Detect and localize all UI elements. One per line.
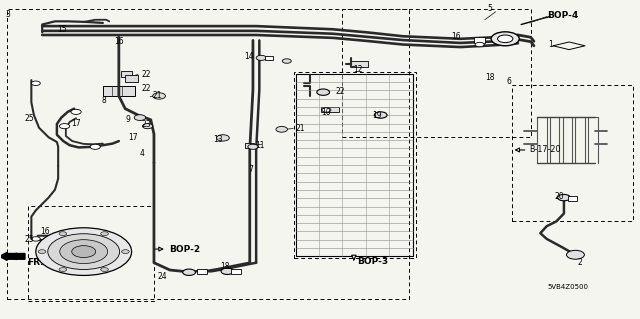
Circle shape: [143, 123, 153, 129]
Text: 15: 15: [57, 26, 67, 34]
Text: 5VB4Z0500: 5VB4Z0500: [547, 285, 588, 291]
Text: 13: 13: [212, 135, 222, 144]
Circle shape: [90, 144, 100, 149]
Text: 3: 3: [6, 10, 11, 19]
Circle shape: [31, 237, 40, 241]
Text: BOP-2: BOP-2: [169, 245, 200, 254]
Bar: [125, 75, 138, 82]
Text: 24: 24: [158, 272, 168, 281]
Circle shape: [59, 268, 67, 271]
Circle shape: [60, 240, 108, 263]
Bar: [265, 56, 273, 60]
Circle shape: [182, 269, 195, 275]
Circle shape: [317, 89, 330, 95]
Circle shape: [100, 232, 108, 235]
Text: 22: 22: [141, 85, 150, 93]
Text: 22: 22: [335, 87, 345, 96]
Text: 23: 23: [141, 120, 151, 129]
Circle shape: [322, 108, 331, 112]
Text: 25: 25: [25, 235, 35, 244]
Text: 22: 22: [141, 70, 150, 79]
Text: 4: 4: [140, 149, 145, 158]
Circle shape: [153, 93, 166, 99]
Text: 17: 17: [71, 119, 81, 128]
Text: 12: 12: [353, 65, 363, 74]
Text: BOP-3: BOP-3: [357, 257, 388, 266]
Text: 2: 2: [578, 258, 583, 267]
Text: B-17-20: B-17-20: [529, 145, 561, 154]
Circle shape: [31, 81, 40, 85]
Text: 8: 8: [102, 96, 106, 105]
Text: 16: 16: [114, 38, 124, 47]
Circle shape: [557, 195, 570, 201]
Bar: [474, 37, 485, 43]
Text: 19: 19: [372, 111, 382, 120]
Bar: [321, 108, 339, 113]
Text: 7: 7: [248, 165, 253, 174]
Text: 16: 16: [452, 32, 461, 41]
Text: 10: 10: [321, 108, 331, 117]
Text: 11: 11: [255, 141, 264, 150]
Circle shape: [48, 234, 120, 270]
Text: 18: 18: [220, 262, 230, 271]
Text: 6: 6: [506, 77, 511, 86]
Text: 9: 9: [126, 115, 131, 124]
Circle shape: [72, 246, 96, 257]
Bar: [122, 71, 132, 77]
Bar: [568, 196, 577, 201]
Bar: [245, 143, 254, 148]
Circle shape: [59, 232, 67, 235]
Text: 16: 16: [40, 227, 50, 236]
Circle shape: [497, 35, 513, 43]
Bar: [103, 86, 135, 96]
Circle shape: [36, 228, 132, 275]
Circle shape: [221, 268, 234, 274]
Text: 1: 1: [548, 40, 553, 49]
Circle shape: [256, 55, 266, 60]
Bar: [196, 269, 207, 274]
Text: 18: 18: [484, 73, 494, 82]
Circle shape: [374, 112, 387, 118]
Bar: [351, 61, 368, 67]
Text: 5: 5: [487, 4, 492, 13]
Circle shape: [134, 115, 146, 121]
Text: 25: 25: [25, 114, 35, 123]
Circle shape: [71, 109, 81, 115]
FancyArrow shape: [0, 252, 25, 260]
Text: FR.: FR.: [28, 258, 44, 267]
Text: 14: 14: [244, 52, 254, 61]
Circle shape: [282, 59, 291, 63]
Circle shape: [248, 144, 258, 149]
Circle shape: [122, 250, 129, 254]
Circle shape: [276, 126, 287, 132]
Circle shape: [566, 250, 584, 259]
Text: 21: 21: [296, 124, 305, 133]
Circle shape: [38, 250, 46, 254]
Text: BOP-4: BOP-4: [547, 11, 579, 20]
Bar: [296, 74, 413, 256]
Circle shape: [100, 268, 108, 271]
Circle shape: [475, 42, 484, 47]
Circle shape: [60, 123, 70, 129]
Bar: [230, 269, 241, 274]
Circle shape: [216, 135, 229, 141]
Text: 17: 17: [129, 133, 138, 142]
Text: 20: 20: [554, 192, 564, 202]
Text: 21: 21: [153, 91, 162, 100]
Circle shape: [491, 32, 519, 46]
